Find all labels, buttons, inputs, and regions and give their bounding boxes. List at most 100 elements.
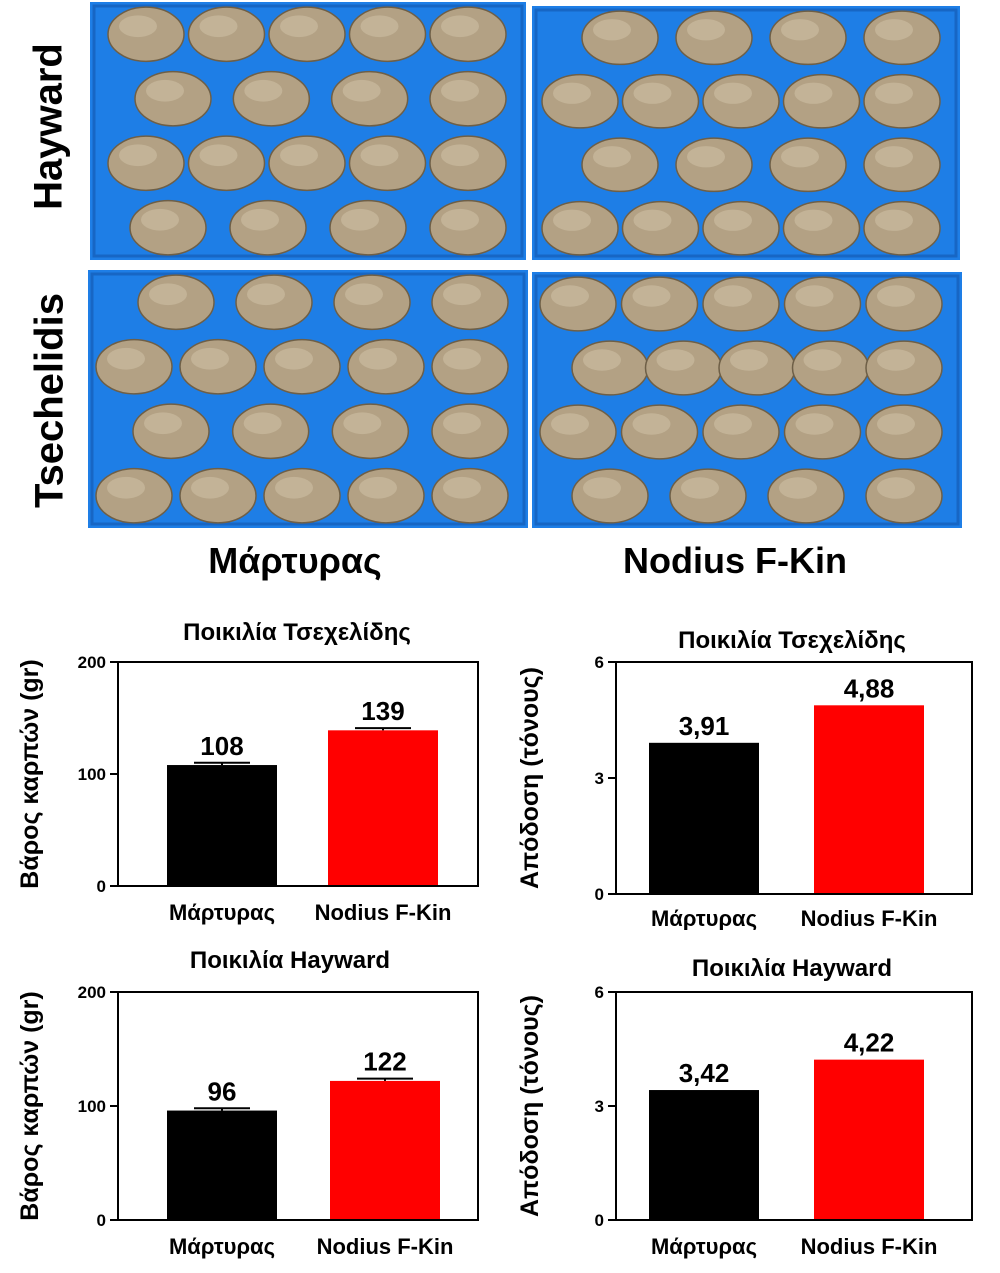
kiwi-highlight bbox=[875, 82, 913, 104]
kiwi-highlight bbox=[714, 209, 752, 231]
y-tick-label: 3 bbox=[595, 1097, 604, 1116]
chart-tsechelidis-yield: Ποικιλία Τσεχελίδης Απόδοση (τόνους) 3,91 Μ… bbox=[516, 627, 973, 930]
kiwi-highlight bbox=[583, 349, 621, 371]
kiwi-highlight bbox=[441, 144, 479, 167]
bar bbox=[167, 1110, 277, 1220]
tray-rim bbox=[92, 4, 524, 258]
kiwi-highlight bbox=[149, 283, 187, 306]
kiwi-highlight bbox=[877, 413, 915, 435]
kiwi-highlight bbox=[877, 349, 915, 371]
kiwi-highlight bbox=[794, 209, 833, 231]
column-label-nodius: Nodius F-Kin bbox=[623, 540, 847, 581]
x-tick-label: Nodius F-Kin bbox=[801, 906, 938, 930]
tray-rim bbox=[534, 274, 960, 526]
kiwi-highlight bbox=[714, 82, 752, 104]
kiwi-highlight bbox=[794, 82, 833, 104]
y-tick-label: 6 bbox=[595, 653, 604, 672]
kiwi-highlight bbox=[360, 144, 399, 167]
y-tick-label: 0 bbox=[97, 877, 106, 896]
kiwi-highlight bbox=[146, 79, 184, 102]
chart-tsechelidis-weight: Ποικιλία Τσεχελίδης Βάρος καρπών (gr) 108 Μ… bbox=[16, 619, 479, 925]
kiwi-highlight bbox=[343, 412, 382, 435]
y-tick-label: 6 bbox=[595, 983, 604, 1002]
kiwi-highlight bbox=[275, 476, 313, 499]
kiwi-highlight bbox=[633, 209, 672, 231]
kiwi-highlight bbox=[551, 285, 589, 307]
kiwi-highlight bbox=[241, 208, 279, 231]
kiwi-highlight bbox=[191, 476, 229, 499]
kiwi-highlight bbox=[275, 347, 313, 370]
kiwi-highlight bbox=[681, 477, 719, 499]
data-label: 96 bbox=[208, 1076, 237, 1106]
x-tick-label: Μάρτυρας bbox=[169, 1234, 275, 1259]
data-label: 3,91 bbox=[679, 711, 730, 741]
bar bbox=[167, 765, 277, 886]
kiwi-highlight bbox=[803, 349, 842, 371]
photo-tsechelidis-control bbox=[88, 270, 528, 528]
kiwi-highlight bbox=[244, 79, 283, 102]
kiwi-highlight bbox=[795, 413, 834, 435]
kiwi-highlight bbox=[199, 144, 238, 167]
photo-hayward-nodius bbox=[532, 6, 960, 260]
kiwi-highlight bbox=[119, 15, 157, 38]
column-label-control: Μάρτυρας bbox=[208, 540, 382, 581]
kiwi-highlight bbox=[795, 285, 834, 307]
kiwi-highlight bbox=[107, 476, 145, 499]
kiwi-highlight bbox=[345, 283, 383, 306]
kiwi-highlight bbox=[441, 15, 479, 38]
photo-grid: Hayward Tsechelidis Μάρτυρας Nodius F-Ki… bbox=[0, 0, 1000, 600]
kiwi-highlight bbox=[593, 19, 631, 41]
tray-rim bbox=[534, 8, 958, 258]
kiwi-highlight bbox=[877, 477, 915, 499]
y-tick-label: 0 bbox=[595, 1211, 604, 1230]
kiwi-highlight bbox=[342, 79, 381, 102]
y-tick-label: 200 bbox=[78, 983, 106, 1002]
data-label: 3,42 bbox=[679, 1058, 730, 1088]
kiwi-highlight bbox=[441, 79, 479, 102]
kiwi-highlight bbox=[632, 285, 671, 307]
kiwi-highlight bbox=[191, 347, 229, 370]
x-tick-label: Μάρτυρας bbox=[651, 1234, 757, 1259]
kiwi-highlight bbox=[359, 347, 397, 370]
kiwi-highlight bbox=[875, 19, 913, 41]
kiwi-highlight bbox=[247, 283, 285, 306]
data-label: 139 bbox=[361, 696, 404, 726]
bar bbox=[814, 705, 924, 894]
kiwi-highlight bbox=[280, 144, 318, 167]
photo-hayward-control bbox=[90, 2, 526, 260]
kiwi-highlight bbox=[280, 15, 318, 38]
kiwi-highlight bbox=[781, 146, 819, 168]
kiwi-highlight bbox=[877, 285, 915, 307]
kiwi-highlight bbox=[687, 19, 725, 41]
kiwi-highlight bbox=[119, 144, 157, 167]
row-label-tsechelidis: Tsechelidis bbox=[27, 293, 72, 508]
kiwi-highlight bbox=[714, 413, 752, 435]
kiwi-highlight bbox=[781, 19, 819, 41]
kiwi-highlight bbox=[360, 15, 399, 38]
y-tick-label: 0 bbox=[97, 1211, 106, 1230]
kiwi-highlight bbox=[730, 349, 768, 371]
bar bbox=[814, 1059, 924, 1220]
kiwi-highlight bbox=[141, 208, 179, 231]
tray-rim bbox=[90, 272, 526, 526]
kiwi-highlight bbox=[779, 477, 817, 499]
kiwi-highlight bbox=[593, 146, 631, 168]
kiwi-highlight bbox=[551, 413, 589, 435]
data-label: 122 bbox=[363, 1047, 406, 1077]
bar bbox=[330, 1080, 440, 1220]
kiwi-highlight bbox=[144, 412, 182, 435]
kiwi-highlight bbox=[443, 283, 481, 306]
y-axis-label: Βάρος καρπών (gr) bbox=[16, 991, 44, 1220]
photo-tsechelidis-nodius bbox=[532, 272, 962, 528]
kiwi-highlight bbox=[199, 15, 238, 38]
chart-title: Ποικιλία Τσεχελίδης bbox=[183, 619, 411, 646]
y-tick-label: 200 bbox=[78, 653, 106, 672]
kiwi-highlight bbox=[656, 349, 695, 371]
x-tick-label: Nodius F-Kin bbox=[315, 900, 452, 925]
kiwi-highlight bbox=[632, 413, 671, 435]
kiwi-highlight bbox=[875, 209, 913, 231]
y-tick-label: 100 bbox=[78, 765, 106, 784]
chart-title: Ποικιλία Τσεχελίδης bbox=[678, 627, 906, 654]
kiwi-highlight bbox=[553, 209, 591, 231]
kiwi-highlight bbox=[553, 82, 591, 104]
